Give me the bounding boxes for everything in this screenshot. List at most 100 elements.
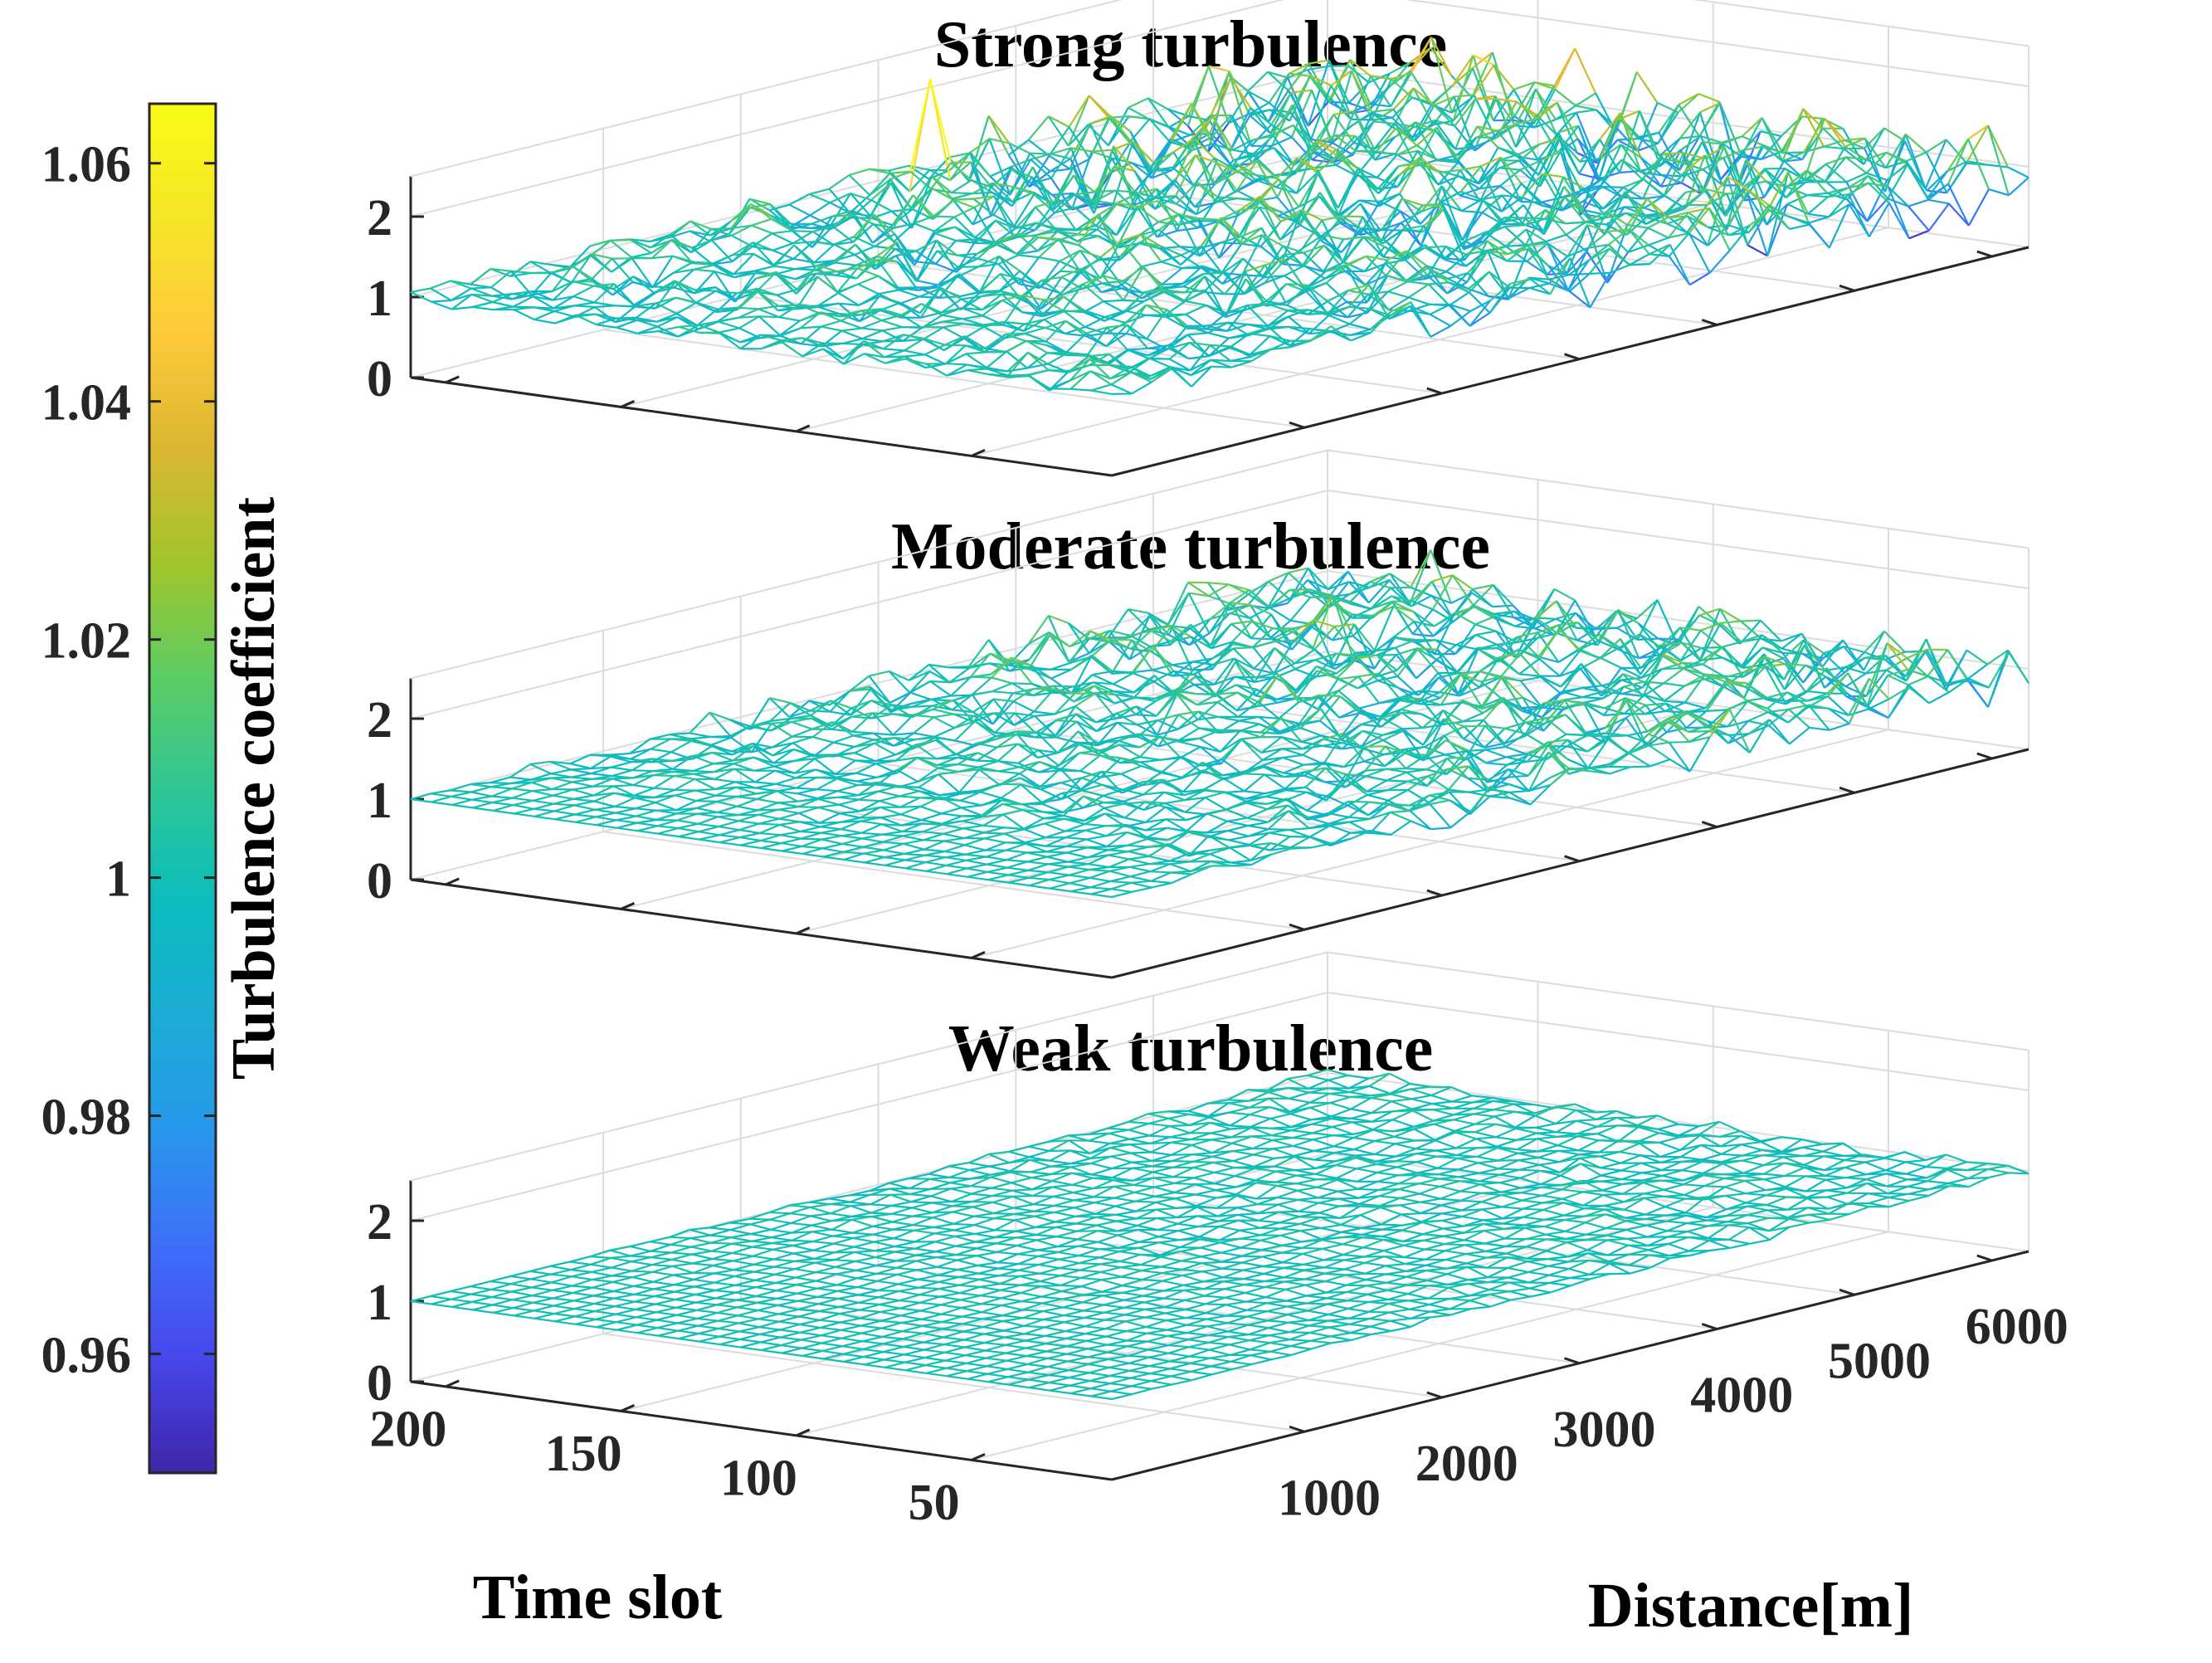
mesh-segment <box>1301 209 1323 222</box>
z-tick-label: 1 <box>367 773 392 829</box>
mesh-segment <box>859 295 880 322</box>
mesh-segment <box>730 224 753 230</box>
mesh-segment <box>1166 309 1188 327</box>
mesh-segment <box>1581 186 1604 202</box>
mesh-segment <box>678 836 700 841</box>
mesh-segment <box>1343 236 1365 263</box>
mesh-segment <box>1782 108 1805 154</box>
mesh-segment <box>514 807 534 815</box>
mesh-segment <box>1542 186 1566 235</box>
mesh-segment <box>1503 217 1526 227</box>
mesh-segment <box>739 334 762 350</box>
mesh-segment <box>1481 194 1503 201</box>
mesh-segment <box>1494 98 1518 148</box>
mesh-segment <box>1259 206 1280 212</box>
mesh-segment <box>992 191 1014 203</box>
mesh-segment <box>1065 326 1086 335</box>
mesh-segment <box>534 802 554 810</box>
mesh-segment <box>1065 319 1087 334</box>
mesh-segment <box>1267 90 1289 123</box>
mesh-segment <box>1133 675 1156 699</box>
mesh-segment <box>572 280 594 287</box>
mesh-segment <box>1233 154 1255 170</box>
mesh-segment <box>1053 174 1075 205</box>
mesh-segment <box>714 270 735 279</box>
mesh-segment <box>1641 153 1664 180</box>
mesh-segment <box>822 348 845 365</box>
mesh-segment <box>972 198 995 216</box>
mesh-segment <box>1741 155 1761 161</box>
mesh-segment <box>1623 178 1644 196</box>
mesh-segment <box>995 219 1016 230</box>
mesh-segment <box>553 794 574 800</box>
mesh-segment <box>1601 178 1624 198</box>
mesh-segment <box>835 243 856 264</box>
mesh-segment <box>840 828 862 834</box>
mesh-segment <box>636 319 658 328</box>
mesh-segment <box>1049 379 1070 390</box>
mesh-segment <box>1060 267 1083 295</box>
mesh-segment <box>1602 185 1624 188</box>
mesh-segment <box>1082 283 1104 303</box>
mesh-segment <box>958 273 981 293</box>
mesh-segment <box>1498 159 1520 169</box>
mesh-segment <box>678 831 699 838</box>
mesh-segment <box>1017 232 1039 239</box>
mesh-segment <box>1006 350 1028 369</box>
mesh-segment <box>612 777 633 780</box>
mesh-segment <box>616 827 638 832</box>
mesh-segment <box>1359 202 1382 242</box>
mesh-segment <box>894 247 916 263</box>
mesh-segment <box>849 168 870 177</box>
mesh-segment <box>1581 185 1603 195</box>
mesh-segment <box>1408 283 1430 299</box>
grid-line <box>410 67 2029 298</box>
mesh-segment <box>630 239 652 254</box>
mesh-segment <box>775 271 798 290</box>
mesh-segment <box>1013 193 1035 227</box>
mesh-segment <box>1486 246 1507 251</box>
mesh-segment <box>831 225 855 243</box>
mesh-segment <box>1373 123 1396 150</box>
mesh-segment <box>1473 64 1495 96</box>
mesh-segment <box>1742 149 1766 198</box>
mesh-segment <box>935 739 957 755</box>
mesh-segment <box>879 800 901 808</box>
mesh-segment <box>1130 140 1152 179</box>
mesh-segment <box>654 280 676 295</box>
mesh-segment <box>1396 149 1418 156</box>
mesh-segment <box>1575 92 1596 107</box>
mesh-segment <box>1144 289 1165 293</box>
mesh-segment <box>650 738 671 750</box>
mesh-segment <box>1578 139 1601 174</box>
mesh-segment <box>1202 271 1225 276</box>
mesh-segment <box>877 275 899 291</box>
mesh-segment <box>958 768 980 793</box>
mesh-segment <box>1477 147 1499 184</box>
mesh-segment <box>657 827 679 835</box>
z-tick-label: 1 <box>367 271 392 327</box>
mesh-segment <box>769 203 792 225</box>
mesh-segment <box>554 818 576 823</box>
mesh-segment <box>1415 121 1436 132</box>
mesh-segment <box>698 831 720 836</box>
mesh-segment <box>490 267 512 272</box>
mesh-segment <box>1844 145 1867 161</box>
mesh-segment <box>992 682 1013 693</box>
mesh-segment <box>1292 124 1315 145</box>
mesh-segment <box>791 222 812 231</box>
mesh-segment <box>1434 119 1456 150</box>
mesh-segment <box>2007 166 2029 178</box>
mesh-segment <box>1115 189 1136 193</box>
mesh-segment <box>532 790 553 797</box>
mesh-segment <box>1782 158 1803 163</box>
mesh-segment <box>492 293 514 304</box>
mesh-segment <box>910 176 933 229</box>
mesh-segment <box>1988 188 2010 197</box>
mesh-segment <box>610 238 631 241</box>
mesh-segment <box>1221 258 1245 285</box>
mesh-segment <box>513 799 534 807</box>
mesh-segment <box>1276 157 1298 198</box>
